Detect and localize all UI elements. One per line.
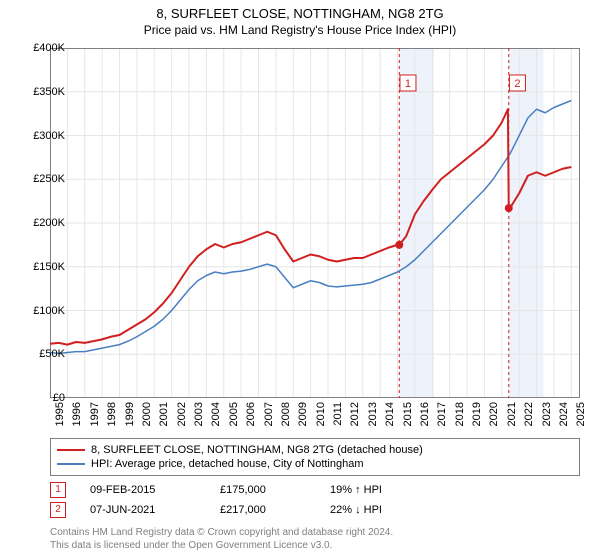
sale-marker: 1 bbox=[50, 482, 66, 498]
svg-text:1: 1 bbox=[405, 78, 411, 90]
sale-row: 1 09-FEB-2015 £175,000 19% ↑ HPI bbox=[50, 482, 580, 498]
x-tick-label: 2022 bbox=[523, 402, 535, 426]
x-tick-label: 2019 bbox=[471, 402, 483, 426]
x-tick-label: 2025 bbox=[575, 402, 587, 426]
x-tick-label: 2012 bbox=[349, 402, 361, 426]
y-tick-label: £200K bbox=[33, 217, 65, 229]
y-tick-label: £400K bbox=[33, 42, 65, 54]
x-tick-label: 2013 bbox=[367, 402, 379, 426]
y-tick-label: £50K bbox=[39, 348, 65, 360]
legend-item: HPI: Average price, detached house, City… bbox=[57, 457, 573, 471]
line-chart: 12 bbox=[50, 48, 580, 398]
x-tick-label: 1999 bbox=[124, 402, 136, 426]
x-tick-label: 2023 bbox=[541, 402, 553, 426]
x-tick-label: 2011 bbox=[332, 402, 344, 426]
footer-line: This data is licensed under the Open Gov… bbox=[50, 539, 393, 552]
sale-diff: 19% ↑ HPI bbox=[330, 484, 450, 496]
x-tick-label: 2014 bbox=[384, 402, 396, 426]
x-tick-label: 2009 bbox=[297, 402, 309, 426]
x-tick-label: 2024 bbox=[558, 402, 570, 426]
x-tick-label: 2015 bbox=[402, 402, 414, 426]
x-tick-label: 2016 bbox=[419, 402, 431, 426]
footer: Contains HM Land Registry data © Crown c… bbox=[50, 526, 393, 552]
sale-date: 09-FEB-2015 bbox=[90, 484, 220, 496]
sale-price: £217,000 bbox=[220, 504, 330, 516]
legend-swatch bbox=[57, 463, 85, 465]
x-tick-label: 2017 bbox=[436, 402, 448, 426]
x-tick-label: 2003 bbox=[193, 402, 205, 426]
sale-marker: 2 bbox=[50, 502, 66, 518]
sale-price: £175,000 bbox=[220, 484, 330, 496]
x-tick-label: 2007 bbox=[263, 402, 275, 426]
footer-line: Contains HM Land Registry data © Crown c… bbox=[50, 526, 393, 539]
x-tick-label: 2021 bbox=[506, 402, 518, 426]
sale-row: 2 07-JUN-2021 £217,000 22% ↓ HPI bbox=[50, 502, 580, 518]
legend-label: 8, SURFLEET CLOSE, NOTTINGHAM, NG8 2TG (… bbox=[91, 444, 423, 456]
x-tick-label: 2000 bbox=[141, 402, 153, 426]
y-tick-label: £100K bbox=[33, 305, 65, 317]
x-tick-label: 2018 bbox=[454, 402, 466, 426]
y-tick-label: £300K bbox=[33, 130, 65, 142]
x-tick-label: 1996 bbox=[71, 402, 83, 426]
sale-diff: 22% ↓ HPI bbox=[330, 504, 450, 516]
page-title: 8, SURFLEET CLOSE, NOTTINGHAM, NG8 2TG bbox=[0, 0, 600, 21]
x-tick-label: 2008 bbox=[280, 402, 292, 426]
sale-date: 07-JUN-2021 bbox=[90, 504, 220, 516]
y-tick-label: £250K bbox=[33, 173, 65, 185]
x-tick-label: 1995 bbox=[54, 402, 66, 426]
x-tick-label: 2001 bbox=[158, 402, 170, 426]
x-tick-label: 1998 bbox=[106, 402, 118, 426]
x-tick-label: 2004 bbox=[210, 402, 222, 426]
x-tick-label: 2010 bbox=[315, 402, 327, 426]
x-tick-label: 2002 bbox=[176, 402, 188, 426]
legend: 8, SURFLEET CLOSE, NOTTINGHAM, NG8 2TG (… bbox=[50, 438, 580, 476]
x-tick-label: 1997 bbox=[89, 402, 101, 426]
legend-swatch bbox=[57, 449, 85, 451]
page-container: 8, SURFLEET CLOSE, NOTTINGHAM, NG8 2TG P… bbox=[0, 0, 600, 560]
y-tick-label: £150K bbox=[33, 261, 65, 273]
x-tick-label: 2020 bbox=[488, 402, 500, 426]
legend-item: 8, SURFLEET CLOSE, NOTTINGHAM, NG8 2TG (… bbox=[57, 443, 573, 457]
page-subtitle: Price paid vs. HM Land Registry's House … bbox=[0, 21, 600, 37]
y-tick-label: £350K bbox=[33, 86, 65, 98]
x-tick-label: 2005 bbox=[228, 402, 240, 426]
x-tick-label: 2006 bbox=[245, 402, 257, 426]
svg-text:2: 2 bbox=[514, 78, 520, 90]
chart-area: 12 bbox=[50, 48, 580, 398]
legend-label: HPI: Average price, detached house, City… bbox=[91, 458, 364, 470]
